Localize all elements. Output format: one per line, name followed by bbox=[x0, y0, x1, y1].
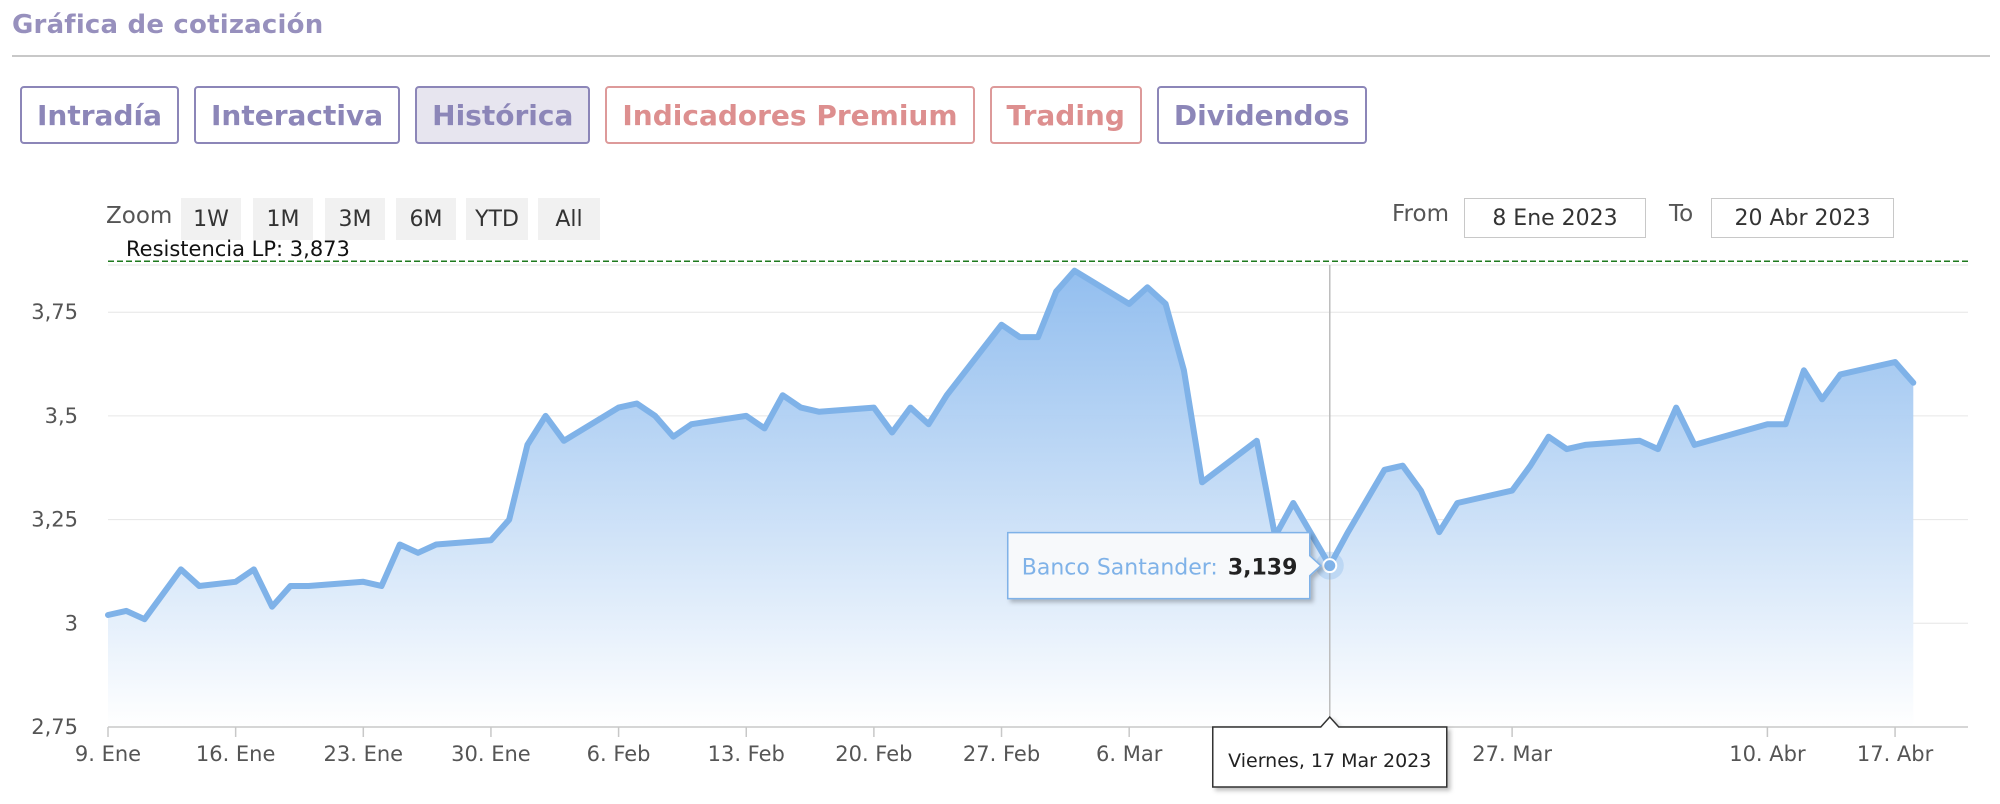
hover-point bbox=[1322, 558, 1338, 574]
to-label: To bbox=[1669, 201, 1694, 227]
from-date-input[interactable]: 8 Ene 2023 bbox=[1464, 198, 1646, 238]
chart-tabs: Intradía Interactiva Histórica Indicador… bbox=[20, 86, 1367, 144]
y-tick-label: 3,5 bbox=[45, 404, 78, 428]
x-tick-label: 10. Abr bbox=[1729, 742, 1806, 766]
tooltip-series-name: Banco Santander: bbox=[1022, 556, 1218, 581]
x-tick-label: 16. Ene bbox=[196, 742, 276, 766]
zoom-1m-button[interactable]: 1M bbox=[253, 198, 313, 240]
tab-historica[interactable]: Histórica bbox=[415, 86, 591, 144]
y-tick-label: 3 bbox=[65, 611, 78, 635]
zoom-1w-button[interactable]: 1W bbox=[181, 198, 241, 240]
series-area-fill bbox=[108, 270, 1914, 727]
x-tick-label: 20. Feb bbox=[835, 742, 912, 766]
x-tick-label: 6. Feb bbox=[587, 742, 651, 766]
tab-indicadores-premium[interactable]: Indicadores Premium bbox=[605, 86, 975, 144]
from-label: From bbox=[1392, 201, 1449, 227]
y-tick-label: 3,25 bbox=[31, 508, 78, 532]
series-line bbox=[105, 267, 1917, 623]
x-tick-label: 27. Mar bbox=[1472, 742, 1552, 766]
to-date-input[interactable]: 20 Abr 2023 bbox=[1711, 198, 1894, 238]
tooltip-box bbox=[1007, 531, 1322, 600]
tab-dividendos[interactable]: Dividendos bbox=[1156, 86, 1367, 144]
x-tick-label: 13. Feb bbox=[708, 742, 785, 766]
tooltip-value: 3,139 bbox=[1228, 556, 1298, 581]
tab-trading[interactable]: Trading bbox=[989, 86, 1142, 144]
zoom-6m-button[interactable]: 6M bbox=[396, 198, 456, 240]
x-tick-label: 17. Abr bbox=[1857, 742, 1934, 766]
tab-interactiva[interactable]: Interactiva bbox=[193, 86, 401, 144]
y-tick-label: 3,75 bbox=[31, 300, 78, 324]
y-tick-label: 2,75 bbox=[31, 715, 78, 739]
x-tick-label: 9. Ene bbox=[75, 742, 141, 766]
date-tooltip-label: Viernes, 17 Mar 2023 bbox=[1228, 750, 1431, 772]
x-tick-label: 6. Mar bbox=[1096, 742, 1163, 766]
title-divider bbox=[12, 55, 1990, 57]
zoom-label: Zoom bbox=[106, 203, 173, 229]
x-tick-label: 23. Ene bbox=[324, 742, 404, 766]
zoom-all-button[interactable]: All bbox=[538, 198, 600, 240]
x-tick-label: 30. Ene bbox=[451, 742, 531, 766]
tab-intradia[interactable]: Intradía bbox=[20, 86, 179, 144]
zoom-3m-button[interactable]: 3M bbox=[325, 198, 385, 240]
zoom-ytd-button[interactable]: YTD bbox=[466, 198, 528, 240]
resistance-label: Resistencia LP: 3,873 bbox=[126, 237, 350, 261]
x-tick-label: 27. Feb bbox=[963, 742, 1040, 766]
page-title: Gráfica de cotización bbox=[12, 10, 324, 40]
date-tooltip-box bbox=[1212, 715, 1448, 788]
